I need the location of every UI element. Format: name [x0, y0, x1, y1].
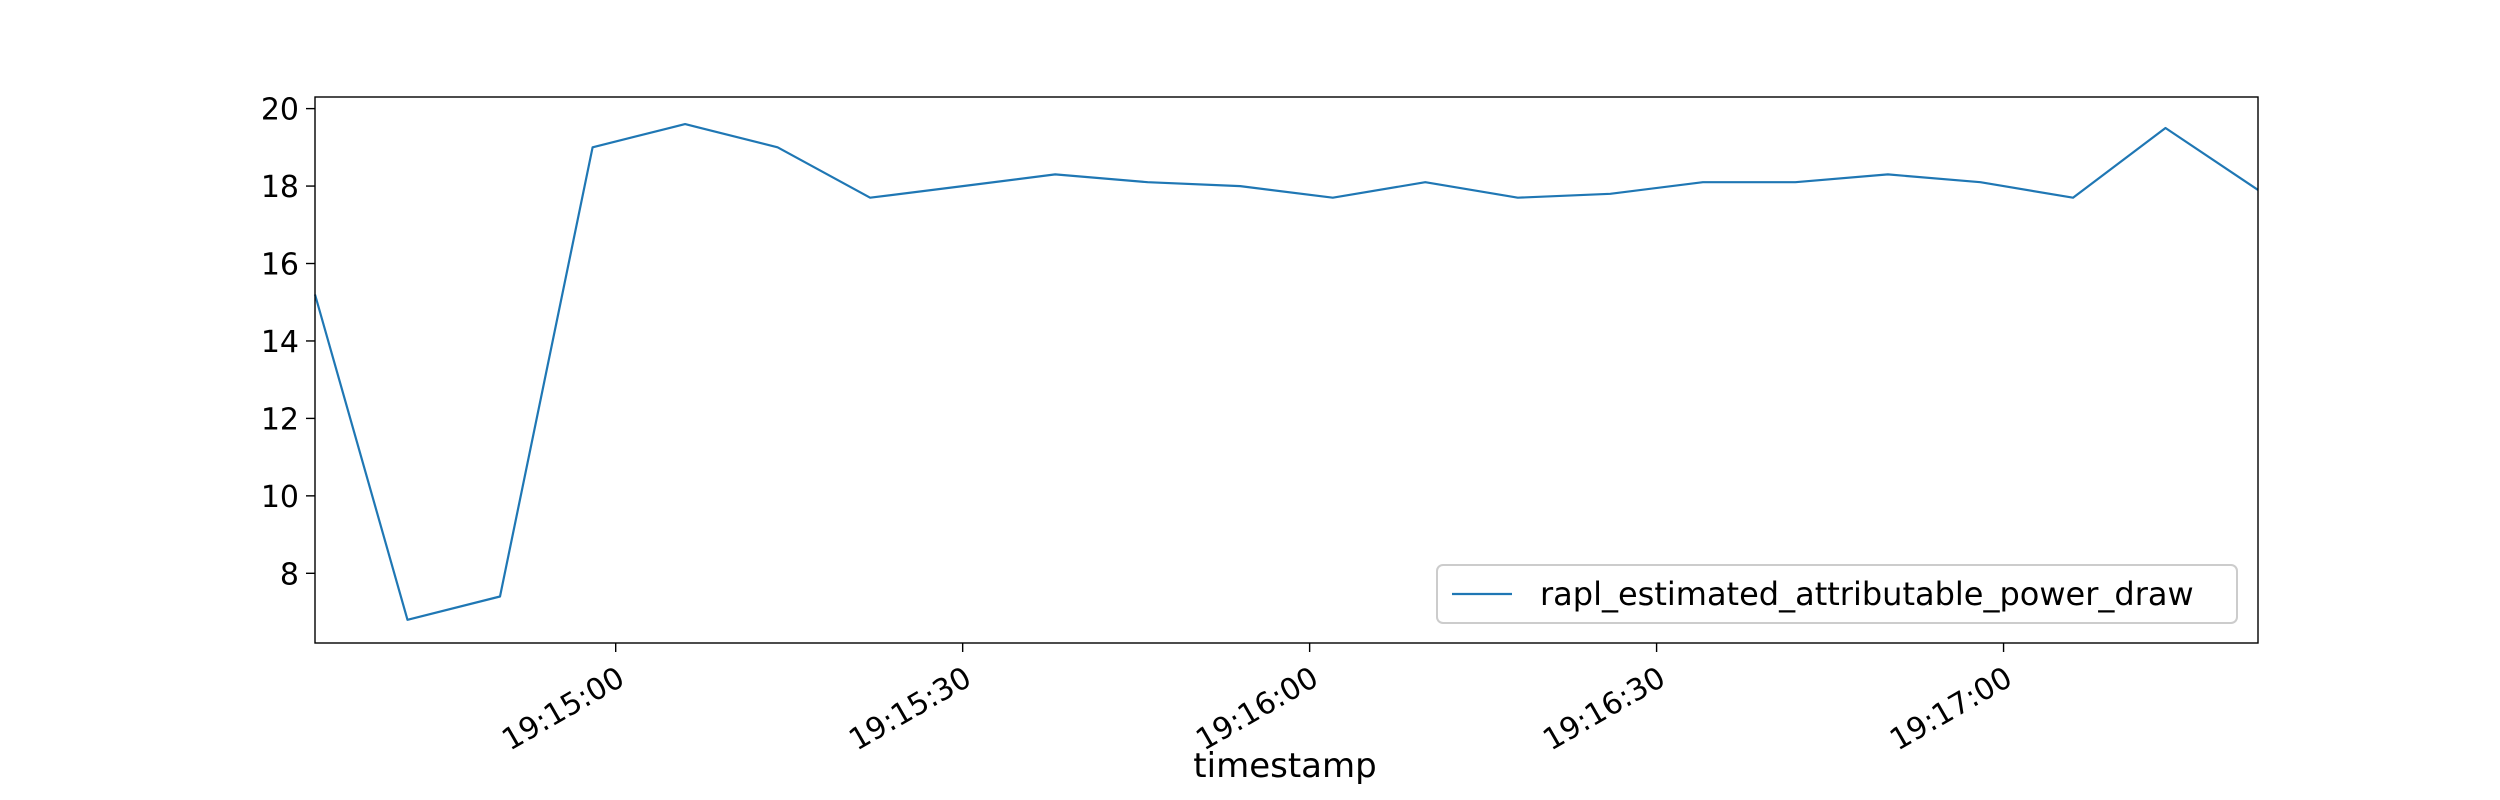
x-tick-label: 19:17:00 — [1884, 660, 2018, 758]
x-tick-label: 19:16:00 — [1190, 660, 1324, 758]
plot-area: 8 10 12 14 16 18 20 19:15:00 19:15:30 19:16:00 19:… — [261, 93, 2259, 758]
x-tick-label: 19:15:30 — [843, 660, 977, 758]
y-tick-label: 14 — [261, 325, 299, 360]
x-tick-label: 19:16:30 — [1537, 660, 1671, 758]
x-tick-label: 19:15:00 — [496, 660, 630, 758]
plot-frame — [314, 96, 2259, 644]
y-tick-label: 10 — [261, 480, 299, 515]
series-line — [313, 122, 2259, 621]
x-axis-label: timestamp — [1193, 746, 1376, 786]
y-tick-label: 8 — [280, 557, 299, 592]
y-tick-label: 12 — [261, 402, 299, 437]
y-tick-label: 20 — [261, 93, 299, 128]
y-tick-label: 18 — [261, 170, 299, 205]
legend: rapl_estimated_attributable_power_draw — [1436, 564, 2238, 624]
y-tick-label: 16 — [261, 248, 299, 283]
legend-box — [1436, 564, 2238, 624]
legend-entry-label: rapl_estimated_attributable_power_draw — [1540, 575, 2194, 613]
